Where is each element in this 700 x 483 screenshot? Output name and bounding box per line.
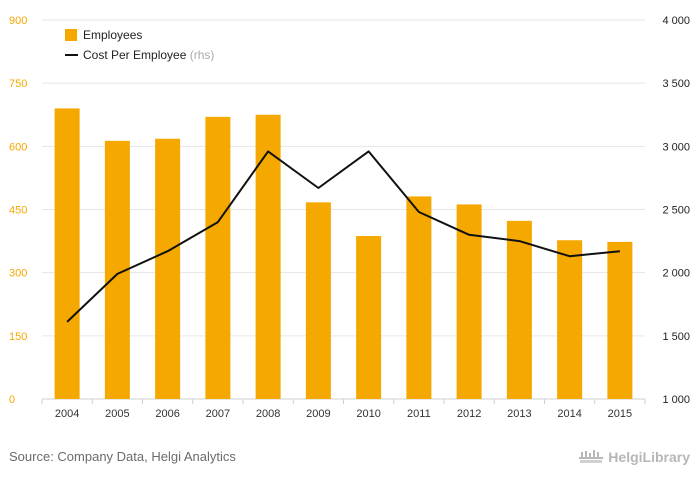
bar-employees xyxy=(155,138,181,399)
legend-rhs-suffix: (rhs) xyxy=(190,48,215,62)
left-tick-label: 900 xyxy=(9,15,27,27)
bar-employees xyxy=(456,204,482,399)
bar-employees xyxy=(406,196,432,399)
library-icon xyxy=(579,450,604,463)
brand-name: HelgiLibrary xyxy=(608,449,690,465)
right-tick-label: 2 500 xyxy=(662,205,690,217)
legend-label-employees: Employees xyxy=(83,28,142,42)
bar-employees xyxy=(205,116,231,399)
x-tick-label: 2008 xyxy=(256,408,280,420)
left-tick-label: 300 xyxy=(9,268,27,280)
bar-employees xyxy=(305,202,331,399)
source-note: Source: Company Data, Helgi Analytics xyxy=(9,449,236,464)
brand-logo: HelgiLibrary xyxy=(578,449,690,465)
legend-label-cost-per-employee: Cost Per Employee (rhs) xyxy=(83,48,214,62)
combo-chart: 0 150 300 450 600 750 900 1 000 1 500 2 000 2 500 3… xyxy=(9,15,690,420)
x-tick-label: 2005 xyxy=(105,408,129,420)
right-tick-label: 2 000 xyxy=(662,268,690,280)
bar-employees xyxy=(607,241,633,399)
bar-employees xyxy=(54,108,80,399)
x-tick-label: 2012 xyxy=(457,408,481,420)
x-tick-label: 2014 xyxy=(557,408,581,420)
left-tick-label: 600 xyxy=(9,141,27,153)
right-tick-label: 3 000 xyxy=(662,141,690,153)
left-tick-label: 750 xyxy=(9,78,27,90)
legend-swatch-employees xyxy=(65,29,77,41)
x-tick-label: 2004 xyxy=(55,408,79,420)
x-tick-label: 2006 xyxy=(155,408,179,420)
right-tick-label: 4 000 xyxy=(662,15,690,27)
x-tick-label: 2010 xyxy=(356,408,380,420)
right-tick-label: 1 000 xyxy=(662,394,690,406)
x-tick-label: 2011 xyxy=(407,408,431,420)
right-tick-label: 1 500 xyxy=(662,331,690,343)
x-tick-label: 2013 xyxy=(507,408,531,420)
bar-employees xyxy=(557,240,583,399)
line-cost-per-employee xyxy=(66,150,620,323)
x-tick-label: 2009 xyxy=(306,408,330,420)
left-tick-label: 450 xyxy=(9,205,27,217)
x-tick-label: 2007 xyxy=(206,408,230,420)
left-tick-label: 0 xyxy=(9,394,15,406)
bar-employees xyxy=(356,236,382,399)
right-tick-label: 3 500 xyxy=(662,78,690,90)
x-tick-label: 2015 xyxy=(608,408,632,420)
bar-employees xyxy=(506,220,532,399)
left-tick-label: 150 xyxy=(9,331,27,343)
